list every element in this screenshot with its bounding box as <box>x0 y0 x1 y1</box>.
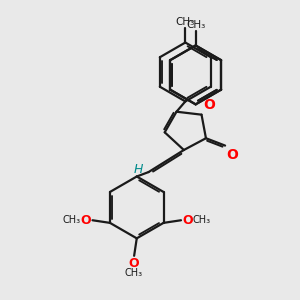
Text: CH₃: CH₃ <box>124 268 142 278</box>
Text: CH₃: CH₃ <box>62 215 80 225</box>
Text: CH₃: CH₃ <box>186 20 205 30</box>
Text: CH₃: CH₃ <box>192 215 210 225</box>
Text: H: H <box>134 163 143 176</box>
Text: O: O <box>182 214 193 227</box>
Text: O: O <box>226 148 238 162</box>
Text: CH₃: CH₃ <box>176 16 195 27</box>
Text: O: O <box>203 98 215 112</box>
Text: O: O <box>81 214 91 227</box>
Text: O: O <box>128 257 139 270</box>
